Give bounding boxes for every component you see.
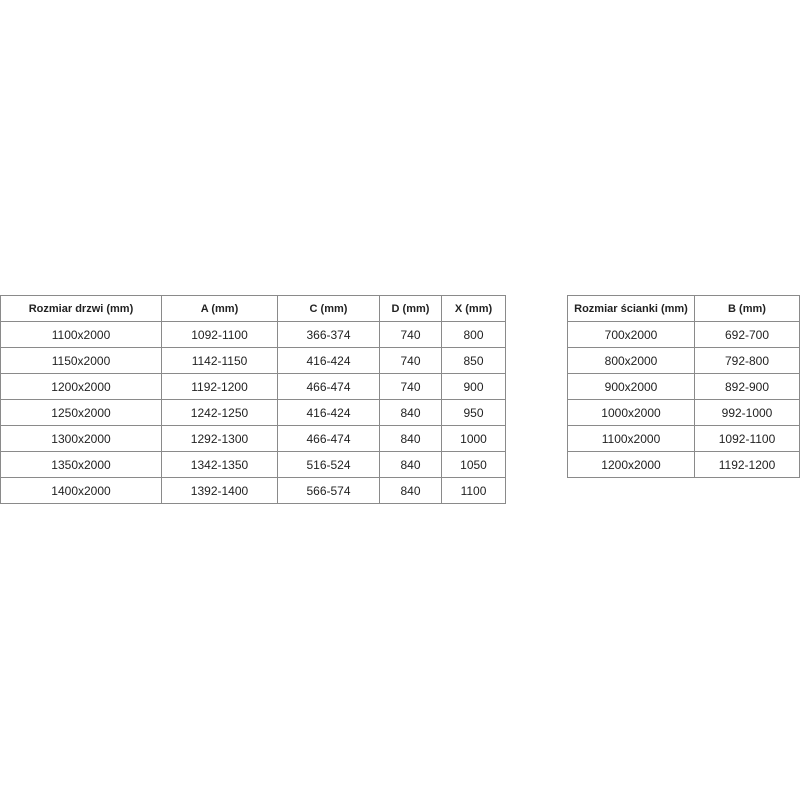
table-cell: 692-700 [694,321,800,348]
table-row: 900x2000 892-900 [567,373,800,400]
table-cell: 466-474 [277,373,380,400]
table-cell: 366-374 [277,321,380,348]
table-cell: 1392-1400 [161,477,278,504]
table-cell: 1142-1150 [161,347,278,374]
table-cell: 566-574 [277,477,380,504]
table-cell: 892-900 [694,373,800,400]
table-row: 1100x2000 1092-1100 366-374 740 800 [0,321,506,348]
table-cell: 1050 [441,451,506,478]
table-cell: 1292-1300 [161,425,278,452]
table-cell: 740 [379,321,442,348]
table-cell: 1350x2000 [0,451,162,478]
table-cell: 1100x2000 [567,425,695,452]
table-cell: 1242-1250 [161,399,278,426]
table-cell: 1150x2000 [0,347,162,374]
table-cell: 740 [379,347,442,374]
table-row: 800x2000 792-800 [567,347,800,374]
table-cell: 740 [379,373,442,400]
table-cell: 1250x2000 [0,399,162,426]
column-header: B (mm) [694,295,800,322]
column-header: A (mm) [161,295,278,322]
table-cell: 1000 [441,425,506,452]
table-cell: 700x2000 [567,321,695,348]
wall-size-table: Rozmiar ścianki (mm) B (mm) 700x2000 692-7… [567,295,800,478]
column-header: Rozmiar drzwi (mm) [0,295,162,322]
table-cell: 1000x2000 [567,399,695,426]
column-header: D (mm) [379,295,442,322]
table-cell: 1100x2000 [0,321,162,348]
table-cell: 840 [379,399,442,426]
table-row: 700x2000 692-700 [567,321,800,348]
table-cell: 416-424 [277,347,380,374]
table-cell: 992-1000 [694,399,800,426]
table-cell: 850 [441,347,506,374]
table-row: 1200x2000 1192-1200 [567,451,800,478]
table-cell: 1200x2000 [567,451,695,478]
table-row: 1250x2000 1242-1250 416-424 840 950 [0,399,506,426]
table-cell: 840 [379,425,442,452]
header-row: Rozmiar ścianki (mm) B (mm) [567,295,800,322]
table-row: 1400x2000 1392-1400 566-574 840 1100 [0,477,506,504]
table-cell: 1192-1200 [161,373,278,400]
table-cell: 1100 [441,477,506,504]
column-header: Rozmiar ścianki (mm) [567,295,695,322]
column-header: X (mm) [441,295,506,322]
table-cell: 1400x2000 [0,477,162,504]
door-size-table: Rozmiar drzwi (mm) A (mm) C (mm) D (mm) X (m… [0,295,506,504]
table-cell: 1092-1100 [161,321,278,348]
column-header: C (mm) [277,295,380,322]
table-cell: 1300x2000 [0,425,162,452]
header-row: Rozmiar drzwi (mm) A (mm) C (mm) D (mm) X (m… [0,295,506,322]
table-cell: 1092-1100 [694,425,800,452]
table-cell: 466-474 [277,425,380,452]
table-cell: 840 [379,451,442,478]
table-row: 1300x2000 1292-1300 466-474 840 1000 [0,425,506,452]
table-cell: 1200x2000 [0,373,162,400]
table-cell: 1342-1350 [161,451,278,478]
table-row: 1350x2000 1342-1350 516-524 840 1050 [0,451,506,478]
table-cell: 900 [441,373,506,400]
table-cell: 950 [441,399,506,426]
table-cell: 840 [379,477,442,504]
table-row: 1000x2000 992-1000 [567,399,800,426]
table-cell: 1192-1200 [694,451,800,478]
table-cell: 792-800 [694,347,800,374]
table-cell: 416-424 [277,399,380,426]
table-cell: 800 [441,321,506,348]
table-row: 1150x2000 1142-1150 416-424 740 850 [0,347,506,374]
table-cell: 516-524 [277,451,380,478]
table-cell: 900x2000 [567,373,695,400]
table-row: 1200x2000 1192-1200 466-474 740 900 [0,373,506,400]
table-row: 1100x2000 1092-1100 [567,425,800,452]
table-cell: 800x2000 [567,347,695,374]
